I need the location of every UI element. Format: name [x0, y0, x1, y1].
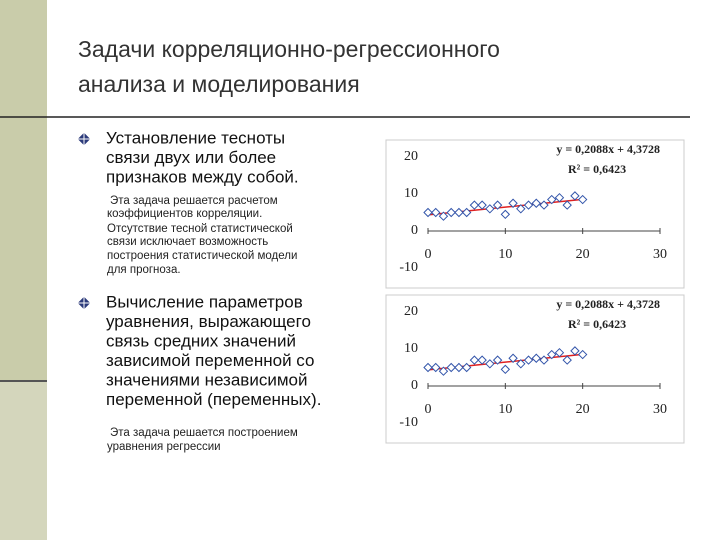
- y-tick-label: 10: [404, 341, 418, 356]
- r-squared: R² = 0,6423: [568, 317, 626, 331]
- scatter-point: [454, 362, 464, 373]
- y-tick-label: 20: [404, 304, 418, 319]
- scatter-point: [500, 209, 511, 220]
- scatter-point: [516, 204, 526, 214]
- bullet-text: уравнения, выражающего: [106, 312, 311, 331]
- bullet-text: Установление тесноты: [106, 128, 285, 147]
- scatter-point: [469, 355, 480, 365]
- equation: y = 0,2088x + 4,3728: [556, 297, 660, 311]
- scatter-point: [508, 353, 518, 363]
- scatter-point: [547, 194, 557, 205]
- x-tick-label: 0: [425, 402, 432, 417]
- side-bar-top: [0, 0, 47, 380]
- scatter-point: [562, 200, 572, 210]
- scatter-point: [461, 362, 472, 373]
- scatter-point: [492, 200, 503, 210]
- scatter-point: [423, 207, 433, 218]
- x-tick-label: 10: [498, 402, 512, 417]
- note-text: связи исключает возможность: [107, 236, 268, 248]
- scatter-point: [516, 359, 526, 369]
- scatter-point: [547, 349, 557, 360]
- scatter-point: [554, 347, 565, 358]
- scatter-point: [461, 207, 472, 218]
- plot-frame: [385, 139, 685, 289]
- scatter-point: [554, 192, 565, 203]
- note-text: уравнения регрессии: [107, 441, 221, 453]
- bullet-icon: [76, 131, 92, 147]
- y-tick-label: -10: [399, 260, 418, 275]
- scatter-point: [454, 207, 464, 218]
- y-tick-label: 0: [411, 378, 418, 393]
- scatter-point: [570, 191, 580, 201]
- scatter-point: [438, 366, 449, 376]
- note-text: Эта задача решается расчетом: [110, 195, 278, 207]
- note-text: Эта задача решается построением: [110, 427, 298, 439]
- r-squared: R² = 0,6423: [568, 162, 626, 176]
- y-tick-label: 10: [404, 186, 418, 201]
- bullet-text: Вычисление параметров: [106, 292, 303, 311]
- bullet-text: признаков между собой.: [106, 167, 299, 186]
- bullet-text: переменной (переменных).: [106, 390, 321, 409]
- x-tick-label: 30: [653, 402, 667, 417]
- scatter-point: [477, 355, 487, 365]
- scatter-point: [431, 362, 441, 373]
- scatter-point: [438, 211, 449, 221]
- scatter-point: [446, 207, 456, 218]
- x-tick-label: 20: [576, 247, 590, 262]
- scatter-point: [523, 355, 534, 365]
- scatter-point: [523, 200, 534, 210]
- equation: y = 0,2088x + 4,3728: [556, 142, 660, 156]
- scatter-point: [539, 200, 549, 210]
- slide-title: Задачи корреляционно-регрессионного: [78, 36, 500, 62]
- note-text: для прогноза.: [107, 264, 181, 276]
- scatter-point: [562, 355, 572, 365]
- scatter-point: [531, 353, 541, 363]
- scatter-point: [431, 207, 441, 218]
- note-text: Отсутствие тесной статистической: [107, 223, 293, 235]
- scatter-point: [485, 204, 495, 214]
- y-tick-label: -10: [399, 415, 418, 430]
- scatter-point: [469, 200, 480, 210]
- scatter-point: [531, 198, 541, 208]
- scatter-point: [508, 198, 518, 208]
- note-text: коэффициентов корреляции.: [107, 208, 262, 220]
- slide-title: анализа и моделирования: [78, 71, 360, 97]
- scatter-point: [446, 362, 456, 373]
- scatter-point: [577, 349, 588, 360]
- scatter-point: [539, 355, 549, 365]
- bullet-text: значениями независимой: [106, 370, 307, 389]
- bullet-text: связь средних значений: [106, 331, 296, 350]
- scatter-point: [492, 355, 503, 365]
- note-text: построения статистической модели: [107, 250, 297, 262]
- y-tick-label: 0: [411, 223, 418, 238]
- y-tick-label: 20: [404, 149, 418, 164]
- x-tick-label: 10: [498, 247, 512, 262]
- scatter-point: [577, 194, 588, 205]
- bullet-text: зависимой переменной со: [106, 351, 314, 370]
- x-tick-label: 30: [653, 247, 667, 262]
- x-tick-label: 0: [425, 247, 432, 262]
- scatter-point: [570, 346, 580, 356]
- scatter-point: [477, 200, 487, 210]
- scatter-point: [500, 364, 511, 375]
- bullet-icon: [76, 295, 92, 311]
- x-tick-label: 20: [576, 402, 590, 417]
- plot-frame: [385, 294, 685, 444]
- bullet-text: связи двух или более: [106, 148, 276, 167]
- scatter-point: [485, 359, 495, 369]
- scatter-point: [423, 362, 433, 373]
